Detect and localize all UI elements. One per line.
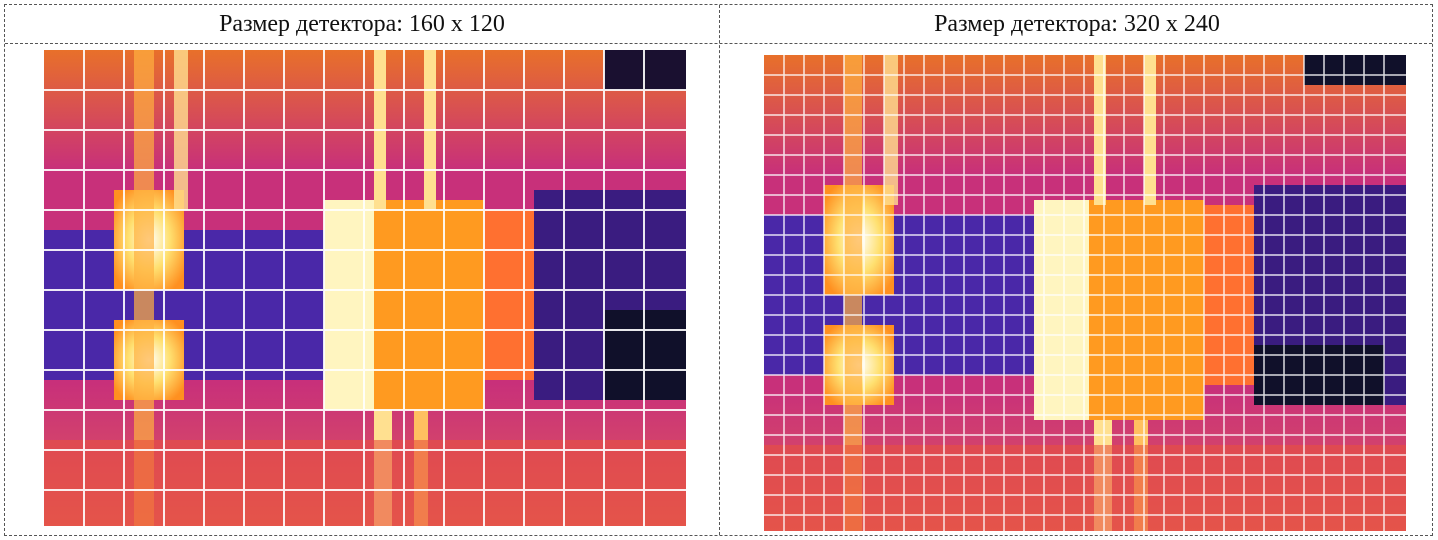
detector-size-caption-320x240: Размер детектора: 320 x 240 (720, 5, 1434, 43)
thermal-image-320x240 (764, 55, 1406, 531)
detector-size-caption-160x120: Размер детектора: 160 x 120 (5, 5, 719, 43)
thermal-scene-left (44, 50, 686, 526)
header-divider (5, 43, 1432, 44)
thermal-image-160x120 (44, 50, 686, 526)
column-divider (719, 5, 720, 535)
thermal-scene-right (764, 55, 1406, 531)
